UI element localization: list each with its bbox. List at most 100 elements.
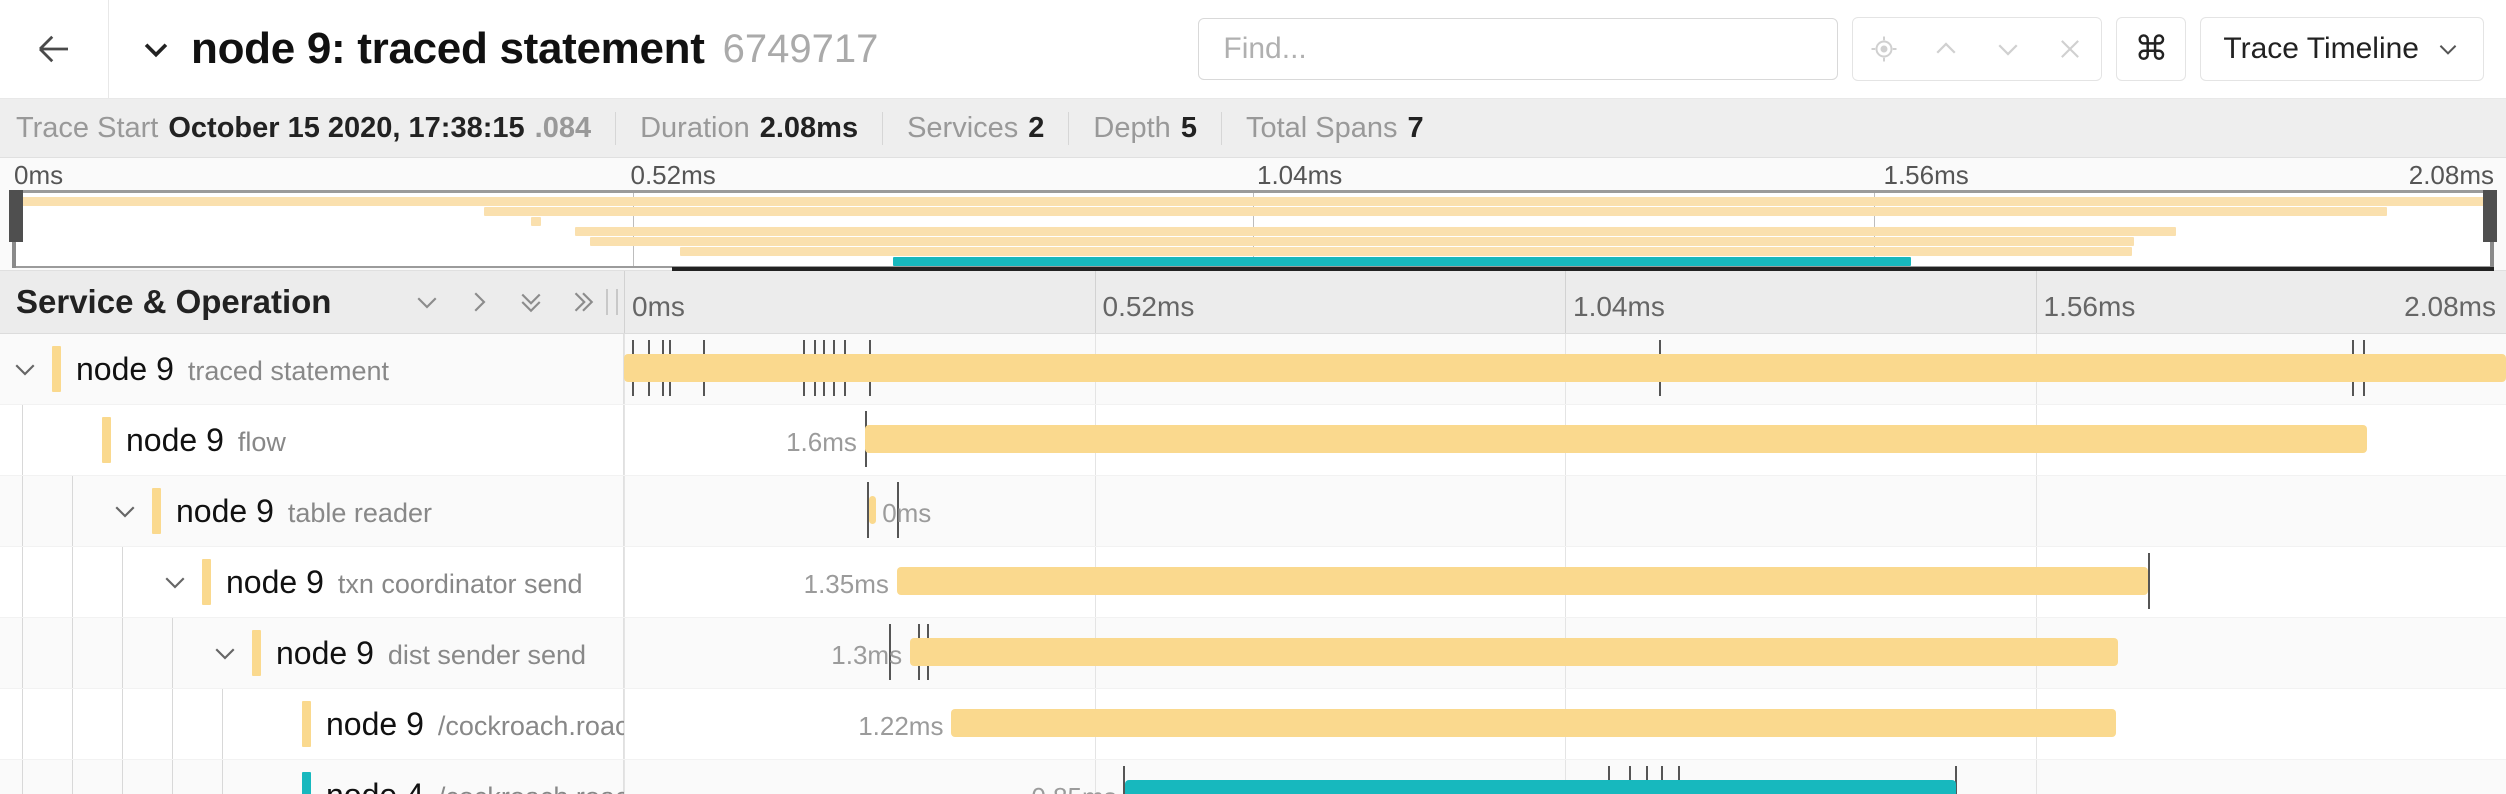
minimap-drag-handle-right[interactable] (2483, 190, 2497, 242)
chevron-down-icon[interactable] (1977, 19, 2040, 79)
span-row-label-cell[interactable]: node 9 dist sender send (0, 618, 624, 688)
span-row-timeline-cell[interactable] (624, 334, 2506, 404)
double-chevron-down-icon[interactable] (516, 287, 546, 317)
span-log-marker[interactable] (889, 624, 892, 680)
span-duration-bar[interactable] (951, 709, 2117, 737)
operation-name: table reader (287, 497, 432, 528)
timeline-axis-header: 0ms 0.52ms 1.04ms 1.56ms 2.08ms (624, 271, 2506, 333)
span-duration-label: 0ms (882, 498, 932, 528)
span-row[interactable]: node 4/cockroach.roachpb.l… 0.85ms (0, 760, 2506, 794)
trace-meta-bar: Trace Start October 15 2020, 17:38:15 .08… (0, 99, 2506, 158)
timeline-gridline (2035, 476, 2037, 546)
chevron-down-icon[interactable] (110, 496, 140, 526)
view-mode-select[interactable]: Trace Timeline (2200, 17, 2484, 81)
span-row[interactable]: node 9 flow 1.6ms (0, 405, 2506, 476)
double-chevron-right-icon[interactable] (568, 287, 598, 317)
span-row-label-cell[interactable]: node 9 table reader (0, 476, 624, 546)
chevron-up-icon[interactable] (1915, 19, 1978, 79)
span-log-marker[interactable] (866, 482, 869, 538)
span-log-marker[interactable] (1122, 766, 1125, 794)
span-row-timeline-cell[interactable]: 0ms (624, 476, 2506, 546)
tree-guide-line (72, 689, 73, 759)
span-row[interactable]: node 9 txn coordinator send 1.35ms (0, 547, 2506, 618)
keyboard-shortcuts-button[interactable]: ⌘ (2116, 17, 2187, 81)
span-name-group: node 9 dist sender send (276, 635, 586, 672)
span-row-timeline-cell[interactable]: 1.35ms (624, 547, 2506, 617)
span-duration-label: 1.6ms (786, 427, 857, 457)
span-row[interactable]: node 9 traced statement (0, 334, 2506, 405)
minimap-drag-handle-left[interactable] (9, 190, 23, 242)
span-row[interactable]: node 9 table reader 0ms (0, 476, 2506, 547)
meta-label: Trace Start (16, 111, 159, 144)
tree-guide-line (72, 547, 73, 617)
search-input[interactable] (1221, 31, 1816, 67)
span-row[interactable]: node 9/cockroach.roachpb.l… 1.22ms (0, 689, 2506, 760)
trace-minimap[interactable]: 0ms 0.52ms 1.04ms 1.56ms 2.08ms (0, 158, 2506, 271)
chevron-down-icon[interactable] (10, 354, 40, 384)
minimap-axis-tick: 0ms (14, 160, 64, 190)
span-duration-bar[interactable] (864, 425, 2367, 453)
minimap-span-bar (893, 257, 1911, 266)
meta-value-fraction: .084 (534, 111, 592, 144)
meta-trace-start: Trace Start October 15 2020, 17:38:15 .08… (16, 112, 615, 145)
tree-guide-line (22, 547, 23, 617)
span-row-timeline-cell[interactable]: 0.85ms (624, 760, 2506, 794)
chevron-down-icon[interactable] (160, 567, 190, 597)
operation-name: dist sender send (387, 639, 586, 670)
chevron-down-icon[interactable] (139, 32, 173, 66)
tree-guide-line (72, 618, 73, 688)
trace-title-group: node 9: traced statement 6749717 (109, 24, 878, 74)
search-nav-group (1852, 17, 2103, 81)
span-row-label-cell[interactable]: node 4/cockroach.roachpb.l… (0, 760, 714, 794)
tree-guide-line (22, 405, 23, 475)
command-icon: ⌘ (2134, 30, 2169, 68)
span-row-timeline-cell[interactable]: 1.22ms (624, 689, 2506, 759)
focus-target-icon[interactable] (1853, 19, 1916, 79)
span-row-label-cell[interactable]: node 9 txn coordinator send (0, 547, 624, 617)
span-duration-bar[interactable] (624, 354, 2506, 382)
close-icon[interactable] (2039, 19, 2102, 79)
chevron-down-icon[interactable] (210, 638, 240, 668)
span-row-label-cell[interactable]: node 9/cockroach.roachpb.l… (0, 689, 714, 759)
timeline-gridline (1565, 476, 1566, 546)
span-duration-bar[interactable] (896, 567, 2149, 595)
meta-label: Duration (640, 111, 750, 144)
chevron-down-icon[interactable] (412, 287, 442, 317)
tree-guide-line (222, 689, 223, 759)
timeline-gridline (1094, 760, 1096, 794)
find-box[interactable] (1198, 18, 1839, 80)
span-row[interactable]: node 9 dist sender send 1.3ms (0, 618, 2506, 689)
span-row-timeline-cell[interactable]: 1.3ms (624, 618, 2506, 688)
service-name: node 4 (326, 777, 424, 794)
header-controls: ⌘ Trace Timeline (1198, 17, 2506, 81)
tree-guide-line (72, 476, 73, 546)
span-duration-bar[interactable] (910, 638, 2119, 666)
meta-label: Services (907, 111, 1019, 144)
span-log-marker[interactable] (896, 482, 899, 538)
span-log-marker[interactable] (2148, 553, 2151, 609)
back-button[interactable] (0, 0, 109, 98)
meta-value: 2 (1028, 111, 1045, 144)
table-column-header: Service & Operation 0ms 0.52ms 1.04ms 1.56m… (0, 271, 2506, 334)
span-duration-bar[interactable] (868, 496, 877, 524)
tree-guide-line (122, 689, 123, 759)
timeline-gridline (624, 405, 625, 475)
span-row-label-cell[interactable]: node 9 flow (0, 405, 624, 475)
span-row-label-cell[interactable]: node 9 traced statement (0, 334, 624, 404)
minimap-viewport[interactable] (9, 190, 2497, 271)
tree-guide-line (172, 689, 173, 759)
column-resize-handle[interactable] (606, 289, 618, 315)
span-row-timeline-cell[interactable]: 1.6ms (624, 405, 2506, 475)
timeline-axis-tick: 0ms (632, 291, 685, 322)
meta-value: October 15 2020, 17:38:15 (168, 111, 525, 144)
service-color-bar (302, 701, 311, 747)
service-color-bar (52, 346, 61, 392)
operation-name: txn coordinator send (337, 568, 583, 599)
meta-depth: Depth 5 (1068, 111, 1221, 145)
chevron-right-icon[interactable] (464, 287, 494, 317)
span-log-marker[interactable] (1954, 766, 1957, 794)
timeline-gridline (1094, 476, 1096, 546)
tree-guide-line (22, 689, 23, 759)
service-name: node 9 (326, 705, 424, 742)
span-duration-bar[interactable] (1124, 780, 1957, 794)
